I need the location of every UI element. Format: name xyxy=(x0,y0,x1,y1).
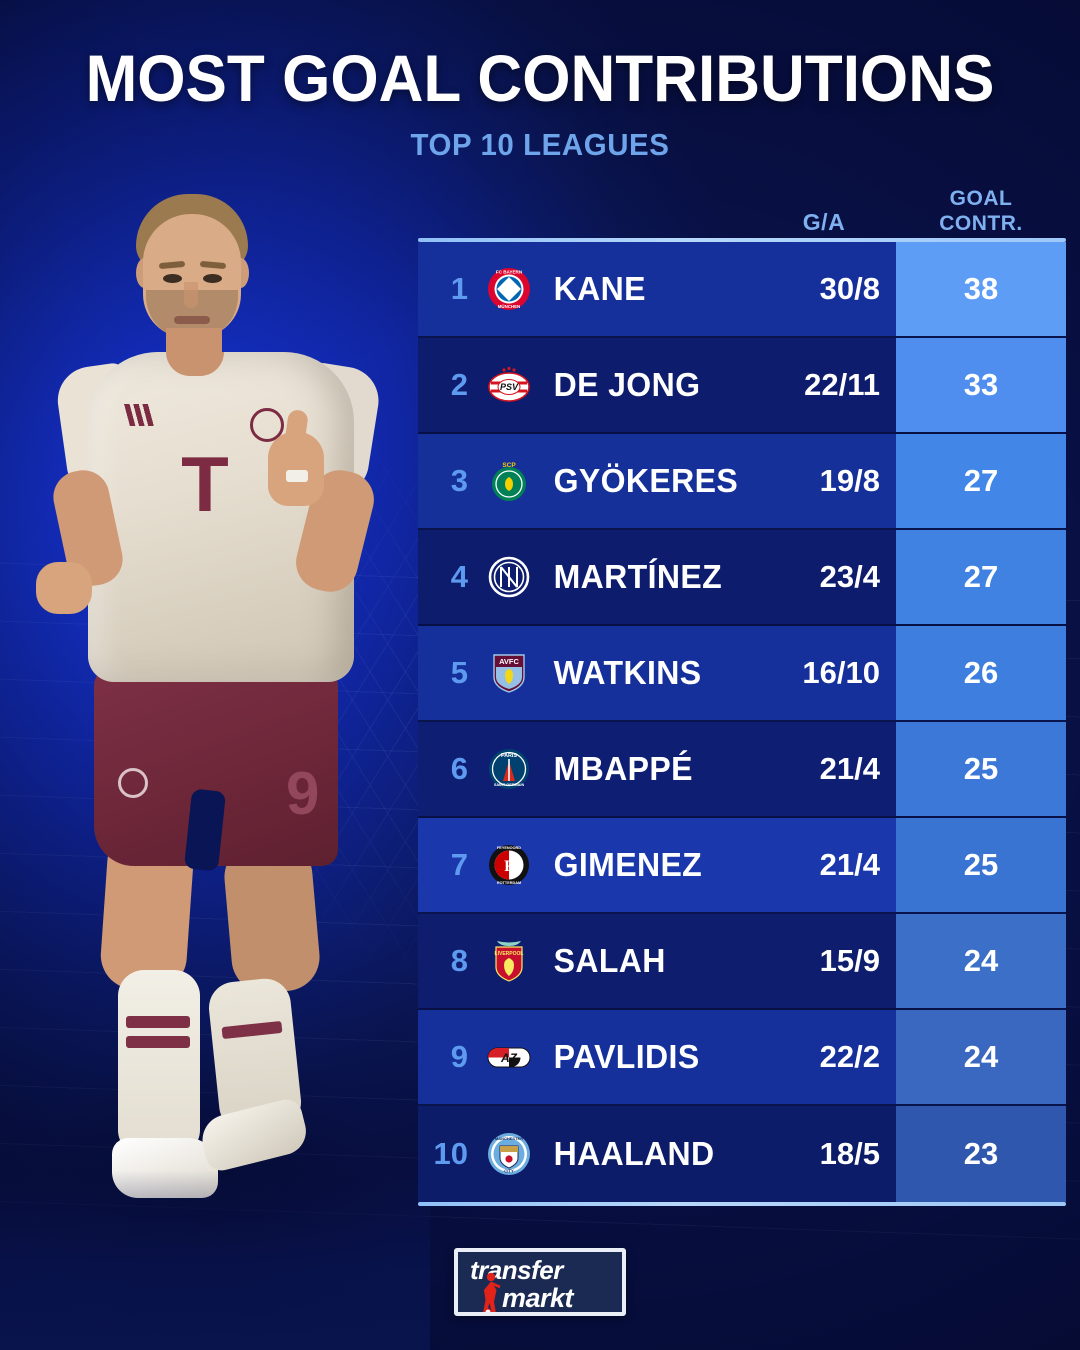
row-goal-contributions: 38 xyxy=(896,242,1066,336)
player-photo-harry-kane: 9 T xyxy=(0,170,430,1350)
transfermarkt-logo: transfer markt xyxy=(454,1248,626,1316)
svg-text:FEYENOORD: FEYENOORD xyxy=(497,846,521,850)
table-row[interactable]: 6 PARIS SAINT-GERMAIN MBAPPÉ 21/4 25 xyxy=(418,722,1066,818)
row-player-name: KANE xyxy=(553,270,646,307)
transfermarkt-player-figure-icon xyxy=(483,1272,501,1312)
club-crest-liverpool-icon: LIVERPOOL xyxy=(478,939,540,983)
table-row[interactable]: 2 PSV DE JONG 22/11 33 xyxy=(418,338,1066,434)
row-rank: 3 xyxy=(450,463,468,498)
row-player-name: MBAPPÉ xyxy=(553,750,693,787)
table-top-rule xyxy=(418,238,1066,242)
table-row[interactable]: 3 SCP GYÖKERES 19/8 27 xyxy=(418,434,1066,530)
row-player-name: SALAH xyxy=(553,942,666,979)
table-column-headers: G/A GOAL CONTR. xyxy=(418,176,1066,238)
row-goals-assists: 18/5 xyxy=(819,1136,880,1171)
club-crest-paris-saint-germain-icon: PARIS SAINT-GERMAIN xyxy=(478,747,540,791)
table-bottom-rule xyxy=(418,1202,1066,1206)
transfermarkt-logo-line2: markt xyxy=(502,1283,574,1313)
svg-text:SAINT-GERMAIN: SAINT-GERMAIN xyxy=(494,783,525,787)
row-player-name: WATKINS xyxy=(553,654,702,691)
table-row[interactable]: 9 AZ PAVLIDIS 22/2 24 xyxy=(418,1010,1066,1106)
ranking-table: G/A GOAL CONTR. 1 FC BAYERN MÜNCHEN KANE 30/… xyxy=(418,176,1066,1206)
table-row[interactable]: 8 LIVERPOOL SALAH 15/9 24 xyxy=(418,914,1066,1010)
svg-text:LIVERPOOL: LIVERPOOL xyxy=(495,951,524,957)
row-goals-assists: 19/8 xyxy=(819,463,880,498)
svg-text:F: F xyxy=(504,858,514,875)
row-goal-contributions: 24 xyxy=(896,914,1066,1008)
club-crest-manchester-city-icon: MANCHESTER CITY xyxy=(478,1132,540,1176)
row-goals-assists: 15/9 xyxy=(819,943,880,978)
row-goal-contributions: 24 xyxy=(896,1010,1066,1104)
row-goal-contributions: 26 xyxy=(896,626,1066,720)
row-goals-assists: 21/4 xyxy=(819,847,880,882)
row-goal-contributions: 25 xyxy=(896,818,1066,912)
row-player-name: GIMENEZ xyxy=(553,846,703,883)
club-crest-aston-villa-icon: AVFC xyxy=(478,651,540,695)
row-player-name: DE JONG xyxy=(553,366,701,403)
row-rank: 10 xyxy=(433,1136,468,1171)
row-goals-assists: 30/8 xyxy=(819,271,880,306)
column-header-goal-contributions: GOAL CONTR. xyxy=(896,186,1066,236)
club-crest-az-alkmaar-icon: AZ xyxy=(478,1035,540,1079)
table-body: 1 FC BAYERN MÜNCHEN KANE 30/8 38 2 PSV DE JONG 22… xyxy=(418,242,1066,1202)
table-row[interactable]: 4 MARTÍNEZ 23/4 27 xyxy=(418,530,1066,626)
row-rank: 9 xyxy=(450,1039,468,1074)
club-crest-inter-milan-icon xyxy=(478,555,540,599)
row-goal-contributions: 27 xyxy=(896,434,1066,528)
svg-text:CITY: CITY xyxy=(504,1169,514,1174)
row-goals-assists: 22/2 xyxy=(819,1039,880,1074)
row-rank: 6 xyxy=(450,751,468,786)
row-goal-contributions: 23 xyxy=(896,1106,1066,1202)
row-goals-assists: 16/10 xyxy=(802,655,880,690)
header: MOST GOAL CONTRIBUTIONS TOP 10 LEAGUES xyxy=(0,0,1080,163)
column-header-ga: G/A xyxy=(802,209,846,235)
gc-label-line1: GOAL xyxy=(949,187,1013,210)
table-row[interactable]: 1 FC BAYERN MÜNCHEN KANE 30/8 38 xyxy=(418,242,1066,338)
club-crest-psv-eindhoven-icon: PSV xyxy=(478,363,540,407)
transfermarkt-logo-line1: transfer xyxy=(470,1255,563,1285)
table-row[interactable]: 5 AVFC WATKINS 16/10 26 xyxy=(418,626,1066,722)
row-rank: 8 xyxy=(450,943,468,978)
club-crest-sporting-cp-icon: SCP xyxy=(478,459,540,503)
row-goals-assists: 21/4 xyxy=(819,751,880,786)
row-rank: 7 xyxy=(450,847,468,882)
page-subtitle: TOP 10 LEAGUES xyxy=(410,126,670,162)
row-player-name: MARTÍNEZ xyxy=(553,558,723,595)
svg-text:MANCHESTER: MANCHESTER xyxy=(495,1136,523,1141)
svg-text:MÜNCHEN: MÜNCHEN xyxy=(498,304,520,309)
svg-text:AVFC: AVFC xyxy=(499,657,519,666)
page-title: MOST GOAL CONTRIBUTIONS xyxy=(85,41,995,115)
row-goals-assists: 23/4 xyxy=(819,559,880,594)
svg-text:PSV: PSV xyxy=(500,382,519,392)
row-goals-assists: 22/11 xyxy=(804,367,880,402)
row-rank: 2 xyxy=(450,367,468,402)
svg-text:SCP: SCP xyxy=(502,462,516,469)
row-player-name: PAVLIDIS xyxy=(553,1038,700,1075)
svg-text:FC BAYERN: FC BAYERN xyxy=(496,270,523,275)
row-goal-contributions: 33 xyxy=(896,338,1066,432)
table-row[interactable]: 7 F FEYENOORD ROTTERDAM GIMENEZ 21/4 25 xyxy=(418,818,1066,914)
row-player-name: GYÖKERES xyxy=(553,462,739,499)
svg-text:ROTTERDAM: ROTTERDAM xyxy=(497,881,521,885)
row-player-name: HAALAND xyxy=(553,1135,715,1172)
gc-label-line2: CONTR. xyxy=(939,212,1023,235)
svg-text:PARIS: PARIS xyxy=(501,753,517,759)
row-goal-contributions: 25 xyxy=(896,722,1066,816)
row-goal-contributions: 27 xyxy=(896,530,1066,624)
svg-text:AZ: AZ xyxy=(500,1051,518,1065)
row-rank: 4 xyxy=(450,559,468,594)
row-rank: 1 xyxy=(450,271,468,306)
table-row[interactable]: 10 MANCHESTER CITY HAALAND 18/5 23 xyxy=(418,1106,1066,1202)
club-crest-bayern-munich-icon: FC BAYERN MÜNCHEN xyxy=(478,267,540,311)
row-rank: 5 xyxy=(450,655,468,690)
club-crest-feyenoord-icon: F FEYENOORD ROTTERDAM xyxy=(478,843,540,887)
